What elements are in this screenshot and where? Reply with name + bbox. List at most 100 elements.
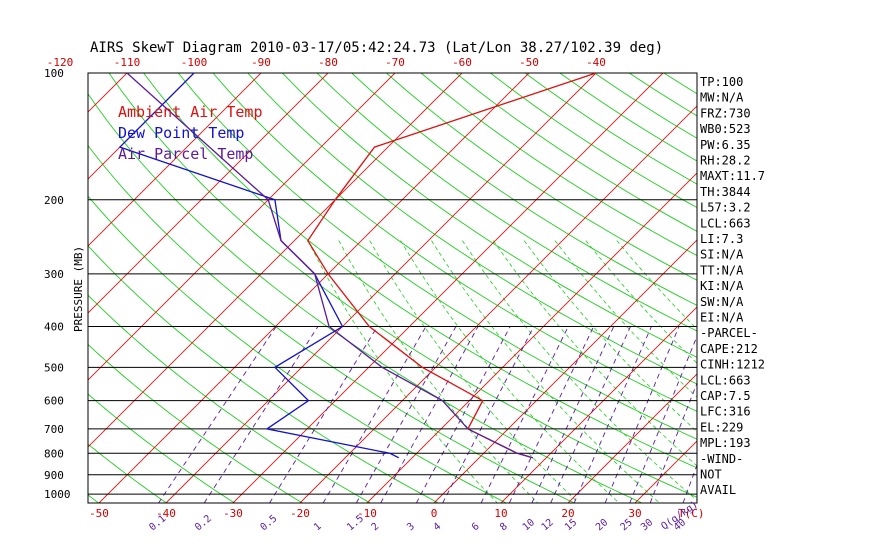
top-temp-tick-label: -120 [47,56,74,69]
legend-dew-point-temp: Dew Point Temp [118,124,244,142]
stability-index-entry: LI:7.3 [700,232,743,246]
top-temp-tick-label: -90 [251,56,271,69]
pressure-tick-label: 1000 [44,488,71,501]
pressure-tick-label: 900 [44,469,64,482]
mixing-ratio-label: 10 [521,517,537,533]
mixing-ratio-line [415,326,511,503]
bottom-temp-tick-label: -10 [357,507,377,520]
mixing-ratio-label: 8 [498,521,510,533]
isotherm-line [299,105,697,503]
moist-adiabat-line [400,240,620,503]
moist-adiabat-line [338,240,539,503]
mixing-ratio-line [480,326,569,503]
mixing-ratio-label: 2 [370,521,382,533]
mixing-ratio-line [322,326,427,503]
moist-adiabat-line [307,240,498,503]
stability-index-entry: RH:28.2 [700,154,751,168]
pressure-tick-label: 300 [44,268,64,281]
dry-adiabat-line [837,73,870,503]
bottom-temp-tick-label: 0 [431,507,438,520]
dry-adiabat-line [524,73,697,185]
isotherm-line [165,73,597,503]
mixing-ratio-label: 4 [432,521,444,533]
stability-index-entry: LFC:316 [700,405,751,419]
pressure-gridlines [88,199,697,495]
dry-adiabat-line [282,73,697,358]
mixing-ratio-line [380,326,479,503]
dry-adiabat-line [88,144,575,503]
stability-index-entry: CINH:1212 [700,358,765,372]
stability-index-entry: TH:3844 [700,185,751,199]
series-line-dew-point-temp [118,73,400,459]
stability-index-entry: LCL:663 [700,216,751,230]
plot-frame [87,72,698,504]
isotherm-line [0,73,60,503]
mixing-ratio-line [629,334,697,503]
stability-index-entry: WB0:523 [700,122,751,136]
chart-title: AIRS SkewT Diagram 2010-03-17/05:42:24.7… [90,40,663,56]
mixing-ratio-label: 12 [540,517,556,533]
stability-index-entry: NOT [700,468,722,482]
dry-adiabat-line [420,73,697,257]
pressure-tick-label: 800 [44,447,64,460]
dry-adiabat-line [733,73,870,503]
isotherm-line [88,73,463,448]
dry-adiabat-line [88,93,643,503]
top-temp-tick-label: -40 [586,56,606,69]
isotherm-line [88,73,262,247]
isotherm-line [98,73,530,503]
isotherm-line [232,73,664,503]
dry-adiabat-line [316,73,697,332]
stability-index-entry: CAPE:212 [700,342,758,356]
dry-adiabat-line [768,73,870,503]
stability-index-entry: EL:229 [700,420,743,434]
mixing-ratio-line [682,463,697,503]
legend-air-parcel-temp: Air Parcel Temp [118,145,253,163]
top-temp-tick-labels: -120 -110 -100 -90 -80 -70 -60 -50 -40 [47,56,606,69]
mixing-ratio-label: 6 [470,521,482,533]
dry-adiabat-line [177,73,697,440]
dry-adiabat-line [88,294,371,503]
stability-index-entry: L57:3.2 [700,201,751,215]
mixing-ratio-label: 0.5 [258,513,279,533]
mixing-ratio-line [442,326,535,503]
dry-adiabat-line [88,245,439,503]
mixing-ratio-line [269,326,378,503]
moist-adiabat-line [554,240,697,398]
isotherm-line [88,73,396,381]
stability-index-entry: TT:N/A [700,263,744,277]
y-axis-label: PRESSURE (MB) [72,246,85,332]
mixing-ratio-line [203,326,319,503]
mixing-ratio-label: 3 [405,521,417,533]
mixing-ratio-line [531,326,615,503]
bottom-temp-tick-label: -40 [156,507,176,520]
dry-adiabat-line [247,73,697,385]
stability-index-entry: CAP:7.5 [700,389,751,403]
bottom-temp-tick-labels: -50 -40 -30 -20 -10 0 10 20 30 [89,507,642,520]
top-temp-tick-label: -80 [318,56,338,69]
bottom-temp-tick-label: 30 [628,507,641,520]
dry-adiabat-line [88,443,167,503]
mixing-ratio-line [604,326,680,503]
moist-adiabat-line [616,240,697,330]
bottom-temp-tick-label: -30 [223,507,243,520]
dry-adiabat-grid [88,73,870,503]
dry-adiabat-line [88,343,303,503]
top-temp-tick-label: -50 [519,56,539,69]
pressure-tick-label: 100 [44,67,64,80]
isotherm-line [88,73,128,113]
dry-adiabat-line [490,73,697,209]
bottom-temp-tick-label: 20 [561,507,574,520]
stability-index-entry: TP:100 [700,75,743,89]
bottom-temp-tick-label: -50 [89,507,109,520]
stability-index-entry: MPL:193 [700,436,751,450]
isotherm-line [634,440,697,503]
pressure-tick-label: 400 [44,321,64,334]
series-line-ambient-air-temp [307,73,597,459]
dry-adiabat-line [88,393,235,503]
top-temp-tick-label: -70 [385,56,405,69]
profile-lines [118,73,597,459]
mixing-ratio-label: 1 [312,521,324,533]
mixing-ratio-line [158,326,277,503]
moist-adiabat-line [523,240,697,433]
